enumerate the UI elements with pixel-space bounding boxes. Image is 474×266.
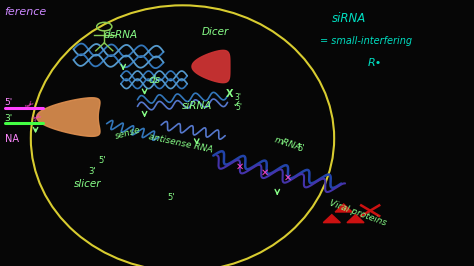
- Text: 5': 5': [167, 193, 174, 202]
- Text: ds: ds: [148, 75, 160, 85]
- Text: Dicer: Dicer: [202, 27, 229, 37]
- Text: mRNA: mRNA: [273, 135, 303, 152]
- Text: ✂: ✂: [31, 112, 45, 125]
- Text: slicer: slicer: [74, 178, 101, 189]
- Text: = small-interfering: = small-interfering: [320, 36, 412, 46]
- Text: 5': 5': [98, 156, 106, 165]
- Text: ✕: ✕: [260, 167, 269, 177]
- Text: 5': 5': [5, 98, 13, 107]
- Polygon shape: [335, 204, 352, 212]
- Text: 5': 5': [297, 144, 305, 153]
- Text: ference: ference: [5, 7, 47, 17]
- Text: ✕: ✕: [235, 162, 244, 172]
- Text: Viral proteins: Viral proteins: [328, 198, 388, 227]
- Text: 3': 3': [89, 167, 96, 176]
- Text: ✕: ✕: [284, 173, 292, 183]
- Text: siRNA: siRNA: [332, 12, 366, 25]
- Text: ✂: ✂: [24, 98, 37, 112]
- Text: 3': 3': [5, 114, 13, 123]
- Text: dsRNA: dsRNA: [104, 30, 138, 40]
- Polygon shape: [323, 215, 340, 223]
- Text: 3': 3': [235, 93, 242, 102]
- Text: NA: NA: [5, 134, 19, 144]
- Polygon shape: [192, 50, 230, 83]
- Text: R•: R•: [367, 57, 382, 68]
- Text: siRNA: siRNA: [182, 101, 212, 111]
- Text: antisense RNA: antisense RNA: [147, 132, 213, 155]
- Polygon shape: [347, 215, 364, 223]
- Polygon shape: [36, 98, 100, 136]
- Text: ✓: ✓: [233, 99, 241, 109]
- Text: X: X: [226, 89, 234, 99]
- Text: 5': 5': [236, 103, 243, 112]
- Text: sense: sense: [114, 125, 142, 141]
